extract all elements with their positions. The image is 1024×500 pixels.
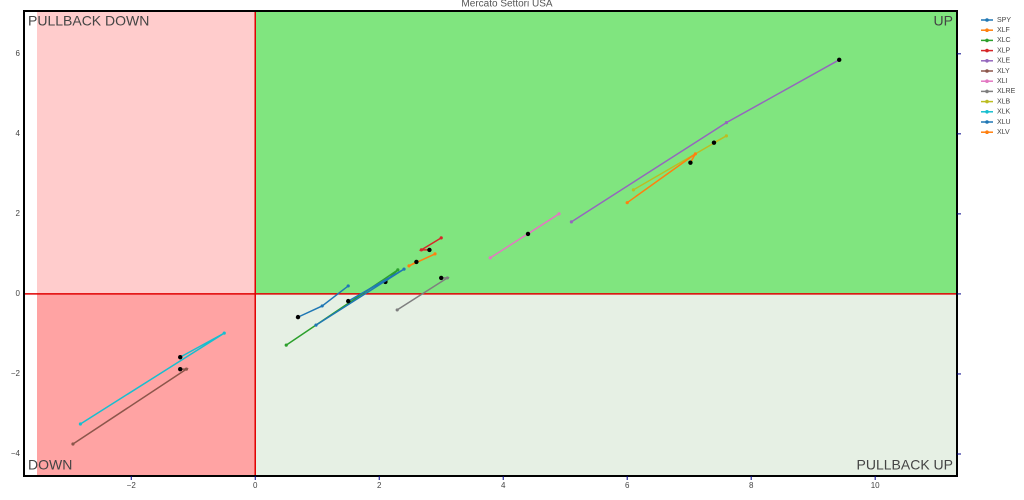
y-tick-label: 4 <box>16 129 21 138</box>
legend-marker <box>985 99 989 104</box>
legend-marker <box>985 79 989 83</box>
legend-label: XLRE <box>997 88 1016 95</box>
legend-label: XLP <box>997 47 1011 54</box>
legend-label: XLY <box>997 68 1010 75</box>
x-tick-label: 8 <box>749 481 754 490</box>
point <box>557 212 561 216</box>
point <box>625 201 629 205</box>
point <box>178 354 183 360</box>
legend-label: XLV <box>997 129 1010 136</box>
legend-marker <box>985 48 989 53</box>
point <box>433 252 437 256</box>
point <box>295 314 301 320</box>
point <box>395 308 399 312</box>
point <box>78 422 83 426</box>
point <box>427 247 432 253</box>
point <box>284 343 288 347</box>
point <box>525 231 531 237</box>
point <box>184 367 189 371</box>
point <box>631 188 635 192</box>
x-tick-label: 10 <box>871 481 880 490</box>
point <box>314 323 318 327</box>
y-tick-label: 6 <box>16 49 21 58</box>
chart-title: Mercato Settori USA <box>461 0 552 10</box>
legend-label: SPY <box>997 17 1011 24</box>
y-tick-label: 0 <box>16 289 21 298</box>
point <box>320 304 324 308</box>
legend-label: XLU <box>997 119 1011 126</box>
legend-label: XLC <box>997 37 1011 44</box>
point <box>222 331 226 335</box>
legend-label: XLE <box>997 58 1011 65</box>
x-tick-label: 2 <box>377 481 382 490</box>
point <box>688 160 693 165</box>
legend-marker <box>985 120 989 124</box>
y-tick-label: −2 <box>11 369 21 378</box>
quadrant-label: PULLBACK DOWN <box>28 13 149 29</box>
plot-frame <box>23 10 958 477</box>
legend-marker <box>985 18 989 22</box>
legend-label: XLI <box>997 78 1008 85</box>
quadrant-label: DOWN <box>28 457 72 473</box>
point <box>346 284 350 288</box>
point <box>414 259 419 265</box>
point <box>693 152 697 156</box>
point <box>346 298 351 304</box>
point <box>569 220 574 224</box>
legend-marker <box>985 69 989 73</box>
legend-marker <box>985 28 989 32</box>
point <box>407 264 411 268</box>
point <box>488 256 492 260</box>
point <box>178 366 183 372</box>
point <box>439 236 443 240</box>
legend-label: XLK <box>997 109 1011 116</box>
point <box>837 57 842 63</box>
point <box>724 121 728 125</box>
legend-marker <box>985 110 989 114</box>
point <box>419 248 423 252</box>
point <box>445 276 450 280</box>
legend-marker <box>985 38 989 43</box>
legend-marker <box>985 130 989 134</box>
point <box>396 268 400 272</box>
quadrant-down <box>37 293 256 476</box>
point <box>724 134 728 138</box>
legend-label: XLF <box>997 27 1010 34</box>
quadrant-pullback-down <box>37 11 256 294</box>
x-tick-label: 4 <box>501 481 506 490</box>
x-tick-label: −2 <box>127 481 137 490</box>
legend-label: XLB <box>997 98 1011 105</box>
point <box>711 140 717 145</box>
x-tick-label: 6 <box>625 481 630 490</box>
y-tick-label: 2 <box>16 209 21 218</box>
y-tick-label: −4 <box>11 449 21 458</box>
quadrant-pullback-up <box>255 293 957 476</box>
x-tick-label: 0 <box>253 481 258 490</box>
legend-marker <box>985 59 989 63</box>
quadrant-up <box>255 11 957 294</box>
point <box>439 275 444 281</box>
quadrant-label: PULLBACK UP <box>857 457 953 473</box>
quadrant-label: UP <box>934 13 953 29</box>
point <box>402 267 406 271</box>
point <box>71 442 75 446</box>
legend-marker <box>985 89 989 94</box>
